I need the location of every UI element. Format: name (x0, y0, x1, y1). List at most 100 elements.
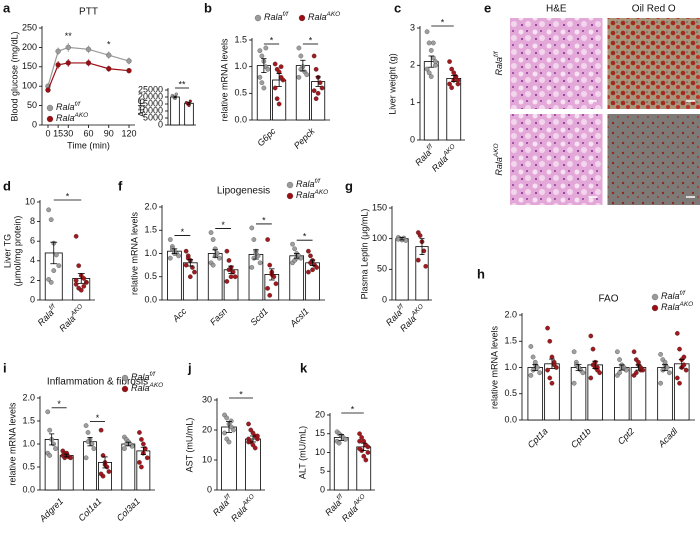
y-tick-label: 10 (202, 454, 212, 464)
data-point (73, 233, 79, 239)
bar (657, 367, 673, 421)
name-sup: AKO (679, 301, 694, 308)
data-point (122, 446, 127, 451)
data-point (55, 48, 61, 54)
y-tick-label: 1.5 (504, 336, 517, 346)
x-tick-label: Col3a1 (115, 496, 142, 523)
data-point (658, 352, 663, 357)
data-point (48, 280, 54, 285)
data-point (139, 464, 144, 470)
data-point (317, 80, 323, 86)
significance-label: * (351, 404, 355, 414)
data-point (310, 267, 315, 273)
legend-marker (286, 181, 294, 189)
y-tick-label: 5000 (143, 112, 163, 122)
name-base: Rala (131, 372, 150, 382)
y-tick-label: 0.0 (504, 414, 517, 424)
data-point (588, 375, 594, 381)
data-point (449, 85, 455, 91)
name-sup: f/f (493, 50, 500, 57)
y-axis-label: AUC (136, 98, 146, 118)
data-point (357, 431, 362, 437)
name-sup: AKO (493, 143, 500, 158)
data-point (667, 370, 672, 376)
data-point (296, 74, 302, 80)
legend-label: RalaAKO (308, 11, 340, 22)
data-point (306, 248, 311, 254)
x-tick-label: 120 (121, 128, 136, 138)
data-point (545, 325, 550, 331)
data-point (677, 346, 682, 352)
data-point (265, 286, 270, 291)
significance-label: ** (65, 31, 73, 41)
data-point (65, 60, 71, 66)
series-line (47, 62, 130, 91)
legend-label: RalaAKO (131, 382, 163, 393)
data-point (263, 45, 269, 51)
name-base: Rala (264, 12, 283, 22)
name-base: Rala (661, 302, 680, 312)
y-tick-label: 5 (320, 466, 325, 476)
y-tick-label: 0.5 (234, 88, 247, 98)
data-point (311, 88, 317, 94)
data-point (658, 380, 663, 386)
data-point (547, 375, 553, 381)
y-tick-label: 1.0 (504, 362, 517, 372)
legend-label: Ralaf/f (56, 101, 81, 112)
y-axis-label: relative mRNA levels (489, 325, 499, 409)
data-point (530, 354, 536, 360)
data-point (424, 29, 430, 35)
significance-label: * (181, 227, 185, 237)
data-point (257, 74, 263, 80)
data-point (257, 260, 263, 266)
y-tick-label: 6 (30, 236, 35, 246)
data-point (274, 96, 280, 102)
name-sup: f/f (150, 371, 157, 378)
bar (170, 96, 180, 126)
data-point (81, 276, 87, 281)
data-point (68, 455, 73, 461)
y-tick-label: 30 (202, 394, 212, 404)
y-tick-label: 1.0 (234, 61, 247, 71)
data-point (246, 421, 251, 427)
data-point (530, 367, 536, 373)
data-point (76, 263, 82, 269)
panel-label: b (204, 0, 212, 15)
chart-title: Inflammation & fibrosis (47, 377, 148, 388)
data-point (423, 263, 429, 269)
data-point (73, 281, 79, 287)
name-sup: AKO (74, 112, 89, 119)
data-point (141, 441, 146, 447)
column-title: Oil Red O (632, 4, 676, 15)
data-point (51, 441, 56, 447)
data-point (314, 265, 320, 270)
y-tick-label: 100 (372, 233, 387, 243)
data-point (430, 40, 436, 46)
y-tick-label: 3 (410, 22, 415, 32)
data-point (395, 236, 401, 242)
data-point (336, 440, 342, 446)
data-point (528, 373, 534, 378)
x-tick-label: RalaAKO (57, 303, 88, 334)
data-point (292, 246, 297, 252)
data-point (451, 70, 457, 76)
data-point (208, 230, 214, 235)
data-point (137, 460, 142, 465)
y-tick-label: 0 (32, 119, 37, 129)
name-sup: AKO (314, 189, 329, 196)
name-base: Rala (56, 113, 75, 123)
histology-image (607, 18, 700, 109)
y-tick-label: 20 (315, 409, 325, 419)
data-point (53, 252, 59, 258)
significance-label: * (221, 220, 225, 230)
y-tick-label: 150 (372, 202, 387, 212)
legend-marker (651, 304, 659, 312)
data-point (278, 64, 284, 70)
data-point (631, 349, 637, 355)
y-tick-label: 0.5 (144, 271, 157, 281)
data-point (106, 469, 112, 474)
data-point (280, 77, 286, 83)
significance-label: * (96, 413, 100, 423)
name-base: Rala (494, 57, 504, 76)
data-point (545, 367, 550, 373)
